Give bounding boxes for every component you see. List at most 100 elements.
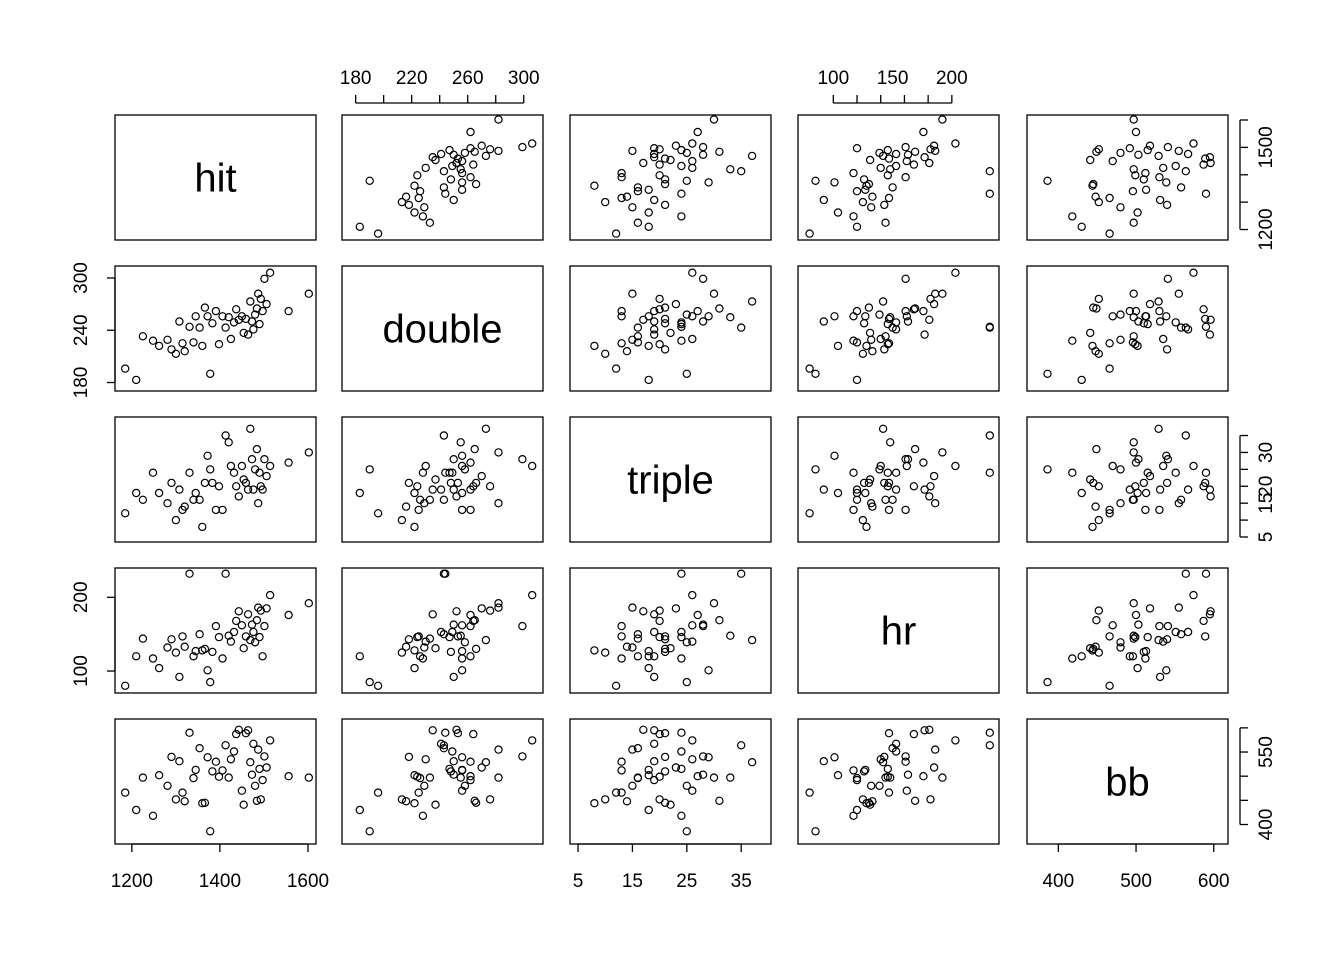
point-triple-hr-40	[926, 482, 935, 491]
point-double-hr-42	[901, 274, 910, 283]
point-hit-double-46	[494, 115, 503, 124]
point-double-hit-7	[171, 349, 181, 358]
point-hr-double-8	[449, 672, 458, 682]
point-hit-bb-2	[1129, 218, 1138, 227]
point-hr-triple-42	[698, 621, 708, 631]
point-hr-bb-38	[1174, 603, 1184, 612]
point-double-bb-36	[1116, 310, 1125, 319]
point-hit-hr-43	[929, 141, 939, 150]
point-bb-hr-29	[902, 786, 912, 795]
point-triple-bb-31	[1200, 478, 1210, 488]
point-double-hit-15	[198, 341, 207, 351]
axis-right-bb: 400 550	[1239, 727, 1277, 840]
panel-frame	[797, 114, 1000, 241]
point-hr-bb-36	[1116, 638, 1125, 647]
point-hit-hr-5	[867, 203, 876, 212]
point-hr-bb-31	[1200, 632, 1210, 641]
point-double-bb-32	[1205, 330, 1215, 339]
panel-hit-vs-hit: hit	[114, 114, 317, 241]
point-hr-bb-44	[1189, 590, 1198, 600]
point-bb-triple-35	[650, 739, 659, 749]
point-triple-double-15	[410, 522, 419, 532]
point-hit-bb-20	[1155, 172, 1164, 182]
point-triple-bb-26	[1171, 468, 1180, 477]
point-hit-triple-33	[747, 151, 757, 161]
point-hit-bb-25	[1158, 163, 1168, 173]
point-triple-bb-42	[1163, 455, 1173, 464]
point-bb-triple-28	[639, 725, 648, 735]
tick-label: 240	[71, 314, 92, 346]
point-hr-double-7	[397, 648, 407, 657]
point-hit-bb-24	[1129, 165, 1138, 174]
point-hr-triple-44	[688, 590, 697, 600]
point-bb-hr-22	[849, 766, 858, 775]
point-double-hr-0	[805, 364, 814, 373]
point-hr-hit-20	[211, 621, 221, 631]
panel-frame	[341, 265, 544, 392]
point-double-bb-25	[1158, 334, 1168, 344]
point-hr-double-0	[373, 681, 383, 691]
point-double-hit-25	[226, 334, 236, 344]
point-bb-double-39	[445, 764, 454, 774]
point-triple-bb-24	[1129, 438, 1138, 447]
point-double-bb-28	[1206, 315, 1215, 324]
point-hit-triple-6	[660, 200, 670, 210]
panel-triple-vs-hr	[797, 416, 1000, 543]
point-triple-hr-8	[819, 485, 829, 494]
point-hr-hit-8	[175, 672, 184, 682]
point-hit-hr-29	[902, 156, 912, 166]
point-hr-bb-8	[1155, 672, 1165, 682]
point-bb-double-36	[460, 781, 470, 791]
point-bb-double-7	[397, 795, 407, 804]
point-double-hr-26	[891, 318, 901, 327]
point-double-triple-29	[688, 312, 697, 321]
panel-frame	[797, 265, 1000, 392]
point-double-bb-31	[1200, 314, 1210, 324]
point-bb-hr-24	[886, 773, 895, 782]
point-hit-hr-2	[881, 218, 890, 227]
point-bb-hit-43	[262, 763, 271, 772]
point-bb-triple-14	[633, 744, 643, 753]
point-bb-double-33	[481, 758, 491, 767]
point-bb-triple-1	[644, 805, 653, 815]
point-hr-triple-15	[590, 646, 599, 655]
point-hit-double-41	[466, 143, 475, 153]
point-bb-hr-45	[919, 772, 928, 781]
tick-label: 1200	[1256, 208, 1277, 250]
point-hit-triple-37	[715, 147, 724, 156]
point-hit-bb-45	[1131, 127, 1141, 137]
point-bb-hr-20	[901, 757, 910, 766]
point-hr-double-44	[528, 590, 537, 600]
point-hr-bb-2	[1129, 634, 1138, 643]
point-hit-hr-42	[901, 142, 910, 152]
point-hr-hit-2	[138, 634, 148, 643]
point-hr-double-15	[410, 646, 419, 655]
point-hr-triple-43	[671, 604, 681, 613]
point-hit-triple-24	[726, 165, 735, 174]
point-double-triple-7	[601, 349, 610, 358]
point-double-hit-3	[148, 336, 158, 345]
point-triple-hit-11	[185, 468, 194, 477]
point-bb-hit-8	[175, 757, 184, 766]
point-hr-bb-25	[1158, 637, 1168, 646]
point-bb-triple-6	[660, 752, 670, 762]
point-triple-hit-2	[138, 495, 148, 504]
point-hr-hit-30	[239, 644, 248, 653]
point-hit-hr-23	[985, 166, 995, 176]
tick-label: 200	[71, 581, 92, 613]
point-double-hit-33	[246, 297, 255, 306]
point-triple-hit-27	[231, 482, 241, 491]
point-double-hit-11	[185, 322, 194, 331]
point-bb-double-8	[449, 757, 458, 766]
point-bb-hit-9	[178, 788, 187, 797]
point-double-bb-44	[1189, 268, 1198, 277]
point-double-hit-44	[265, 268, 275, 277]
point-bb-hr-43	[929, 763, 939, 772]
point-hit-double-40	[485, 145, 495, 154]
point-bb-hit-10	[180, 797, 189, 806]
point-bb-triple-34	[698, 770, 708, 779]
point-triple-hr-36	[875, 465, 884, 474]
point-double-bb-29	[1108, 312, 1117, 321]
variable-label-triple: triple	[627, 459, 714, 503]
point-hit-triple-34	[698, 150, 708, 159]
